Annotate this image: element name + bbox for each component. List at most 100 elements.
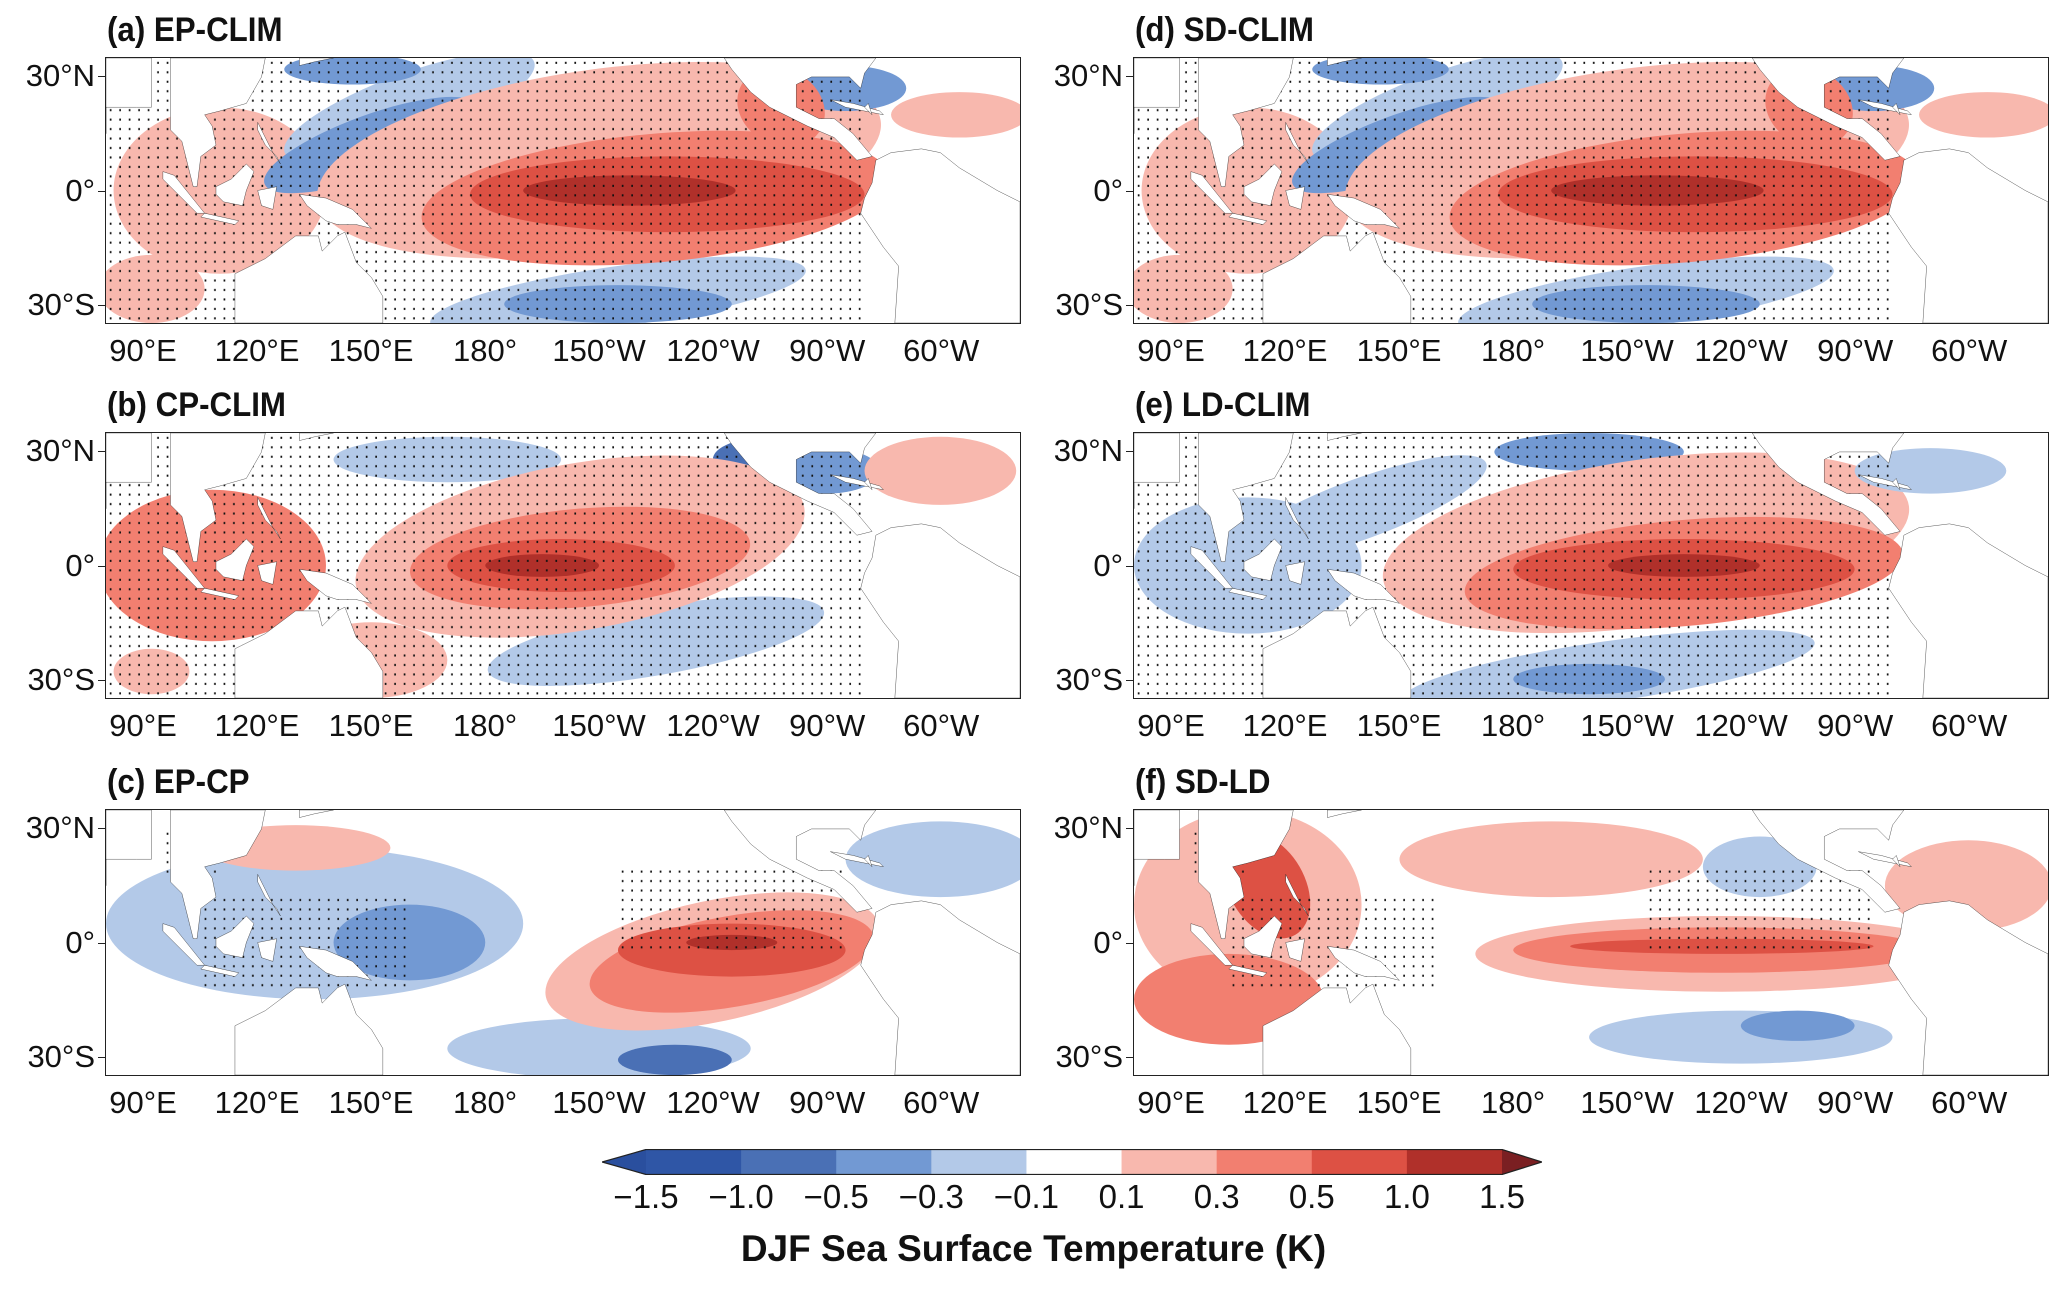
lon-tick-label: 120°W bbox=[666, 333, 760, 368]
landmass bbox=[1263, 607, 1411, 698]
landmass bbox=[1229, 213, 1267, 224]
colorbar bbox=[602, 1149, 1542, 1175]
landmass bbox=[258, 122, 281, 164]
lon-tick-label: 120°E bbox=[1242, 1085, 1328, 1120]
map-panel-d: (d) SD-CLIM 30°N 0° 30°S 90°E 120°E 150°E 180° 1… bbox=[1054, 11, 2049, 368]
map-plot-area bbox=[1133, 809, 2049, 1076]
landmass bbox=[258, 874, 281, 916]
map-panel-c: (c) EP-CP 30°N 0° 30°S 90°E 120°E 150°E 180° 150… bbox=[26, 763, 1021, 1120]
landmass bbox=[299, 569, 371, 603]
colorbar-outline bbox=[602, 1149, 1542, 1175]
colorbar-tick-label: 1.5 bbox=[1479, 1178, 1525, 1215]
landmass bbox=[1286, 497, 1309, 539]
landmass bbox=[216, 539, 254, 581]
landmass bbox=[1327, 194, 1399, 228]
coastlines bbox=[1134, 433, 2048, 698]
landmass bbox=[1286, 562, 1305, 585]
colorbar-bin bbox=[1026, 1149, 1123, 1175]
lon-tick-label: 150°E bbox=[328, 333, 414, 368]
map-panel-a: (a) EP-CLIM 30°N 0° 30°S 90°E 120°E 150°E 180° 1… bbox=[26, 11, 1021, 368]
map-panel-b: (b) CP-CLIM 30°N 0° 30°S 90°E 120°E 150°E 180° 1… bbox=[26, 386, 1021, 743]
lat-tick-label: 0° bbox=[65, 172, 105, 208]
landmass bbox=[1893, 103, 1901, 114]
sst-contour-map bbox=[1134, 58, 2048, 323]
lon-tick-label: 120°E bbox=[1242, 333, 1328, 368]
lon-tick-label: 90°W bbox=[789, 708, 866, 743]
landmass bbox=[106, 433, 152, 509]
contour-region bbox=[617, 1044, 732, 1075]
landmass bbox=[1286, 122, 1309, 164]
colorbar-tick-label: −1.0 bbox=[708, 1178, 774, 1215]
lat-tick-label: 30°S bbox=[27, 661, 105, 697]
landmass bbox=[201, 588, 239, 599]
lon-tick-label: 150°W bbox=[552, 333, 646, 368]
lat-tick-label: 0° bbox=[65, 547, 105, 583]
lon-tick-label: 180° bbox=[453, 708, 518, 743]
landmass bbox=[1327, 946, 1399, 980]
lon-tick-label: 90°E bbox=[1137, 333, 1205, 368]
landmass bbox=[1198, 433, 1293, 562]
colorbar-tick-label: 0.5 bbox=[1288, 1178, 1335, 1215]
lon-tick-label: 90°E bbox=[1137, 708, 1205, 743]
colorbar-tick-label: −0.3 bbox=[898, 1178, 964, 1215]
lat-tick-label: 0° bbox=[1093, 924, 1133, 960]
landmass bbox=[170, 433, 265, 562]
landmass bbox=[1327, 810, 1361, 818]
landmass bbox=[861, 901, 1020, 1075]
landmass bbox=[865, 103, 873, 114]
lat-tick-label: 30°S bbox=[1055, 1038, 1133, 1074]
landmass bbox=[1198, 810, 1293, 939]
map-panel-f: (f) SD-LD 30°N 0° 30°S 90°E 120°E 150°E 180° 150… bbox=[1054, 763, 2049, 1120]
contour-region bbox=[1919, 92, 2048, 138]
landmass bbox=[1134, 810, 1180, 886]
coastlines bbox=[106, 58, 1020, 323]
lat-tick-label: 30°N bbox=[25, 810, 106, 846]
lat-tick-label: 30°S bbox=[1055, 286, 1133, 322]
lon-tick-label: 90°E bbox=[1137, 1085, 1205, 1120]
lon-tick-label: 180° bbox=[1481, 708, 1546, 743]
coastlines bbox=[106, 433, 1020, 698]
lon-tick-label: 150°W bbox=[1580, 708, 1674, 743]
landmass bbox=[1286, 939, 1305, 962]
lon-tick-label: 90°W bbox=[1817, 708, 1894, 743]
landmass bbox=[865, 478, 873, 489]
lon-tick-label: 150°E bbox=[328, 1085, 414, 1120]
landmass bbox=[201, 213, 239, 224]
lon-tick-label: 120°E bbox=[1242, 708, 1328, 743]
colorbar-under-arrow bbox=[602, 1149, 646, 1175]
sst-contour-map bbox=[1134, 433, 2048, 698]
map-plot-area bbox=[105, 57, 1021, 324]
colorbar-bar bbox=[602, 1149, 1542, 1175]
colorbar-bin bbox=[646, 1149, 742, 1175]
landmass bbox=[1893, 855, 1901, 866]
landmass bbox=[163, 547, 205, 589]
lat-tick-label: 30°S bbox=[27, 1038, 105, 1074]
landmass bbox=[724, 433, 876, 535]
contour-region bbox=[891, 92, 1020, 138]
sst-contour-map bbox=[1134, 810, 2048, 1075]
lon-tick-label: 90°E bbox=[109, 708, 177, 743]
colorbar-tick-label: 1.0 bbox=[1383, 1178, 1430, 1215]
colorbar-bin bbox=[1311, 1149, 1408, 1175]
lat-tick-label: 0° bbox=[1093, 172, 1133, 208]
lon-tick-label: 150°E bbox=[1356, 1085, 1442, 1120]
landmass bbox=[163, 924, 205, 966]
lon-tick-label: 90°E bbox=[109, 333, 177, 368]
coastlines bbox=[1134, 58, 2048, 323]
coastlines bbox=[1134, 810, 2048, 1075]
landmass bbox=[258, 497, 281, 539]
landmass bbox=[1191, 547, 1233, 589]
landmass bbox=[235, 232, 383, 323]
lon-tick-label: 90°W bbox=[789, 1085, 866, 1120]
landmass bbox=[258, 187, 277, 210]
lon-tick-label: 150°W bbox=[552, 1085, 646, 1120]
lon-tick-label: 90°W bbox=[1817, 1085, 1894, 1120]
lon-tick-label: 180° bbox=[453, 1085, 518, 1120]
panel-title: (e) LD-CLIM bbox=[1135, 386, 1311, 424]
landmass bbox=[1263, 232, 1411, 323]
lat-tick-label: 30°N bbox=[1053, 433, 1134, 469]
sst-contour-map bbox=[106, 58, 1020, 323]
lon-tick-label: 90°E bbox=[109, 1085, 177, 1120]
lon-tick-label: 60°W bbox=[903, 708, 980, 743]
lon-tick-label: 150°W bbox=[1580, 1085, 1674, 1120]
